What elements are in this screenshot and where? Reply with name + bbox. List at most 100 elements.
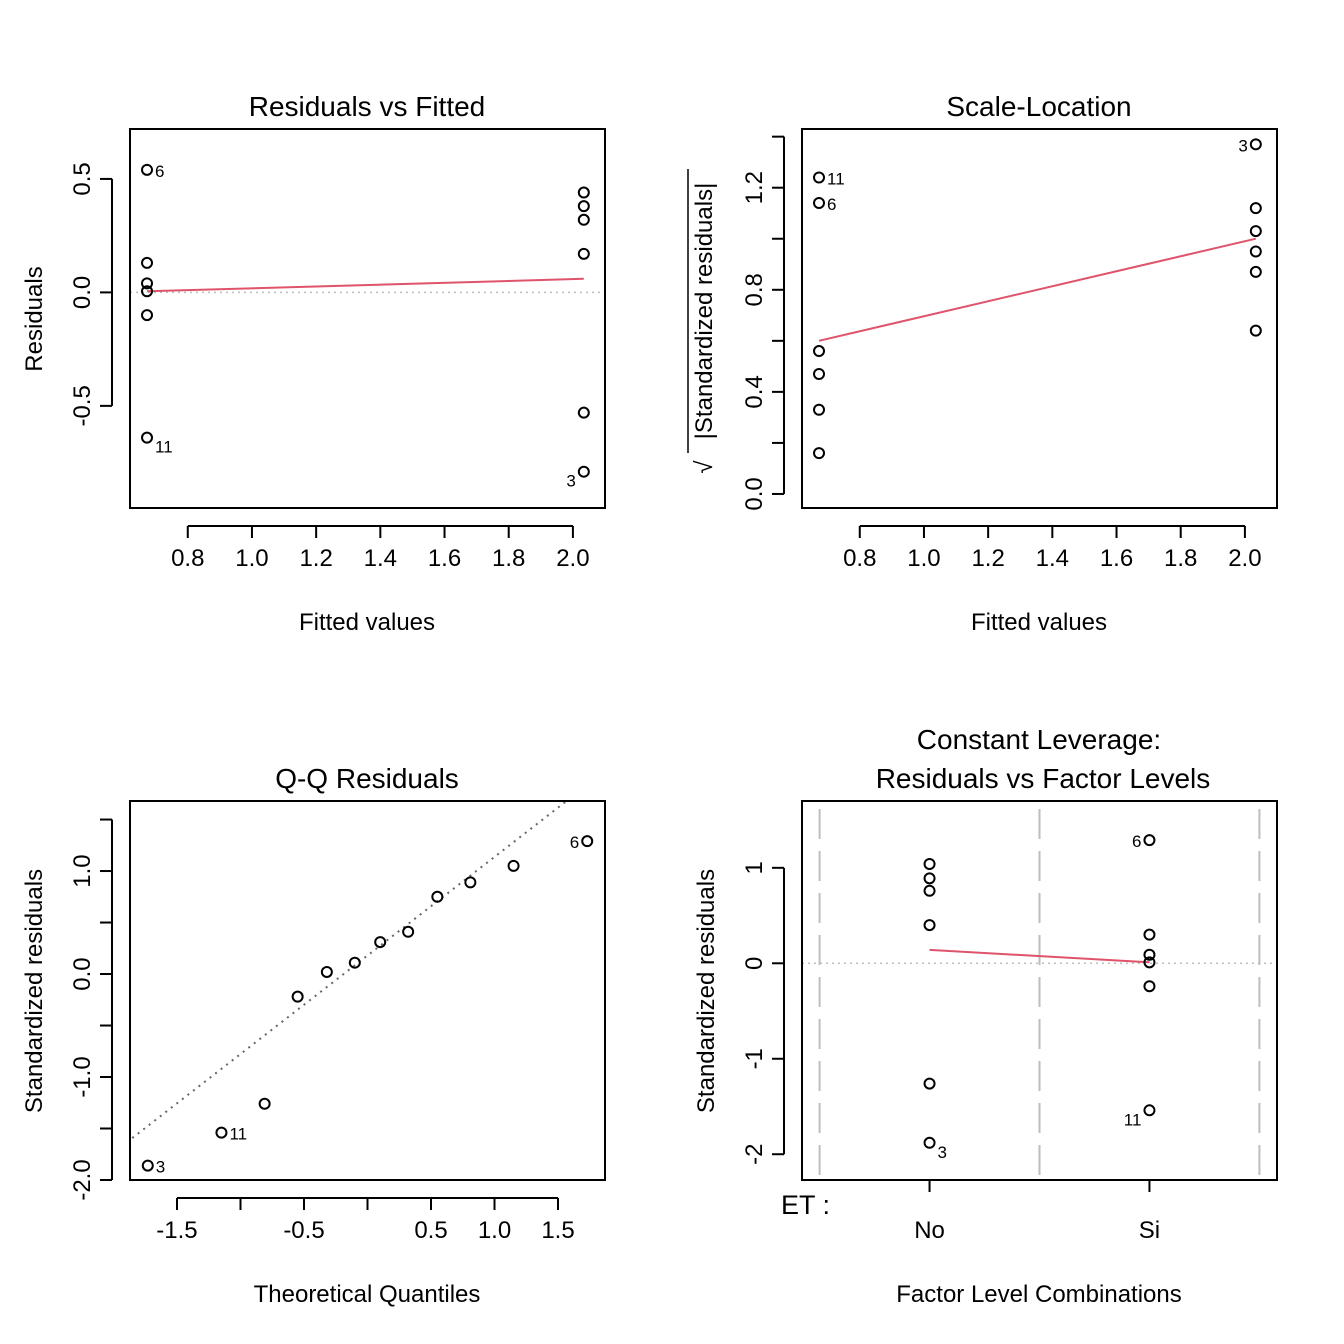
chart-title: Q-Q Residuals (275, 763, 459, 794)
data-point (923, 1136, 936, 1149)
point-label: 6 (827, 195, 836, 214)
x-tick-label: -0.5 (283, 1217, 324, 1244)
y-tick-label: 0.0 (69, 957, 96, 990)
point-label: 11 (155, 438, 173, 457)
point-label: 3 (156, 1158, 165, 1177)
data-point (813, 345, 826, 358)
data-point (507, 859, 520, 872)
x-category-label: No (914, 1217, 945, 1244)
y-tick-label: 0.0 (69, 276, 96, 309)
x-tick-label: 1.2 (299, 545, 332, 572)
y-tick-label: -2.0 (69, 1159, 96, 1200)
x-tick-label: 0.8 (171, 545, 204, 572)
plot-frame (801, 800, 1278, 1181)
data-point (141, 277, 154, 290)
plot-contents (130, 801, 569, 1142)
x-axis-label: Theoretical Quantiles (254, 1281, 481, 1308)
y-tick-label: 1.2 (741, 171, 768, 204)
data-point (577, 465, 590, 478)
plot-frame (129, 800, 606, 1181)
plot-frame (129, 128, 606, 509)
panel-qq-residuals: Q-Q Residuals Theoretical Quantiles Stan… (21, 763, 606, 1308)
x-tick-label: 1.6 (428, 545, 461, 572)
factor-name-label: ET : (781, 1190, 830, 1220)
x-tick-label: 0.5 (414, 1217, 447, 1244)
chart-title-line1: Constant Leverage: (917, 724, 1161, 755)
data-point (577, 186, 590, 199)
smoother-line (818, 237, 1257, 342)
data-point (1143, 928, 1156, 941)
data-point (141, 431, 154, 444)
point-label: 11 (827, 169, 845, 188)
data-point (1249, 225, 1262, 238)
data-point (141, 163, 154, 176)
data-point (1143, 956, 1156, 969)
data-point (141, 1159, 154, 1172)
y-tick-label: 0.4 (741, 375, 768, 408)
point-label: 6 (570, 833, 579, 852)
chart-title: Scale-Location (946, 91, 1131, 122)
sqrt-symbol: √ (691, 460, 718, 474)
data-point (813, 171, 826, 184)
point-label: 3 (938, 1143, 947, 1162)
point-label: 3 (1238, 136, 1247, 155)
y-tick-label: -2 (741, 1144, 768, 1165)
data-point (431, 890, 444, 903)
y-tick-label: 0.0 (741, 477, 768, 510)
data-point (577, 247, 590, 260)
data-point (577, 213, 590, 226)
plot-contents (130, 277, 605, 294)
plot-frame (801, 128, 1278, 509)
data-point (813, 403, 826, 416)
x-tick-label: 1.4 (364, 545, 397, 572)
data-point (1143, 834, 1156, 847)
data-point (141, 285, 154, 298)
point-label: 6 (1132, 832, 1141, 851)
data-point (1249, 324, 1262, 337)
plot-contents (818, 237, 1257, 342)
x-tick-label: 1.0 (478, 1217, 511, 1244)
y-tick-label: 0.8 (741, 273, 768, 306)
data-point (813, 197, 826, 210)
data-point (1249, 265, 1262, 278)
data-point (320, 965, 333, 978)
data-point (1143, 980, 1156, 993)
y-tick-label: -1.0 (69, 1056, 96, 1097)
x-tick-label: 1.8 (1164, 545, 1197, 572)
data-point (1249, 202, 1262, 215)
y-axis-label: Residuals (21, 266, 48, 371)
data-point (348, 956, 361, 969)
point-label: 11 (229, 1125, 247, 1144)
y-tick-label: -1 (741, 1048, 768, 1069)
plot-area: 11 6 3 0.8 1.0 1.2 1.4 1.6 1.8 2.0 0.0 0.4 0.8 1.2 (741, 128, 1278, 572)
point-label: 6 (155, 162, 164, 181)
data-point (1249, 245, 1262, 258)
x-axis-label: Factor Level Combinations (896, 1281, 1181, 1308)
data-point (923, 884, 936, 897)
qq-reference-line (130, 801, 569, 1142)
y-tick-label: 0.5 (69, 162, 96, 195)
data-point (923, 919, 936, 932)
x-tick-label: 1.4 (1036, 545, 1069, 572)
panel-residuals-vs-fitted: Residuals vs Fitted Fitted values Residu… (21, 91, 606, 636)
data-point (581, 835, 594, 848)
data-point (923, 858, 936, 871)
x-tick-label: 1.0 (235, 545, 268, 572)
x-category-label: Si (1139, 1217, 1160, 1244)
data-point (258, 1097, 271, 1110)
y-axis-label-group: √ |Standardized residuals| (687, 169, 718, 474)
x-tick-label: 1.6 (1100, 545, 1133, 572)
x-tick-label: 1.0 (907, 545, 940, 572)
data-point (813, 447, 826, 460)
x-tick-label: 0.8 (843, 545, 876, 572)
data-point (464, 876, 477, 889)
data-point (1143, 948, 1156, 961)
x-tick-label: 1.2 (971, 545, 1004, 572)
data-point (1249, 138, 1262, 151)
data-point (813, 368, 826, 381)
data-point (577, 406, 590, 419)
data-point (1143, 1104, 1156, 1117)
x-tick-label: -1.5 (156, 1217, 197, 1244)
x-tick-label: 1.5 (541, 1217, 574, 1244)
